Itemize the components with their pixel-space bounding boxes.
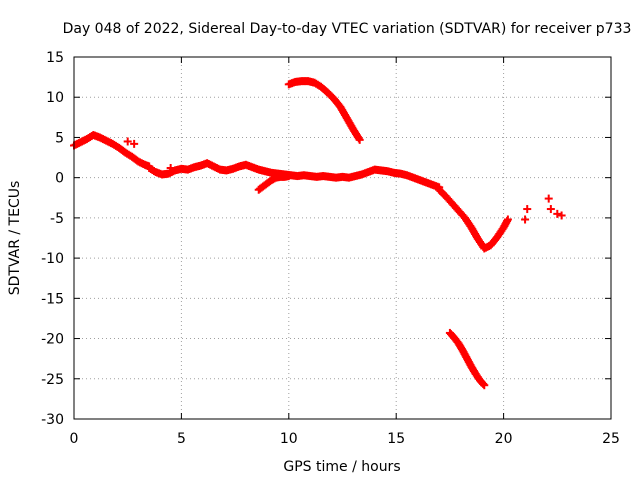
x-tick-label: 10 <box>280 431 298 447</box>
plot-frame <box>73 56 612 420</box>
y-tick-label: 10 <box>46 90 64 106</box>
y-tick-label: 0 <box>55 171 64 187</box>
data-point <box>557 211 566 220</box>
data-point <box>480 381 489 390</box>
data-point <box>355 135 364 144</box>
y-axis-label: SDTVAR / TECUs <box>7 181 23 296</box>
y-tick-label: -5 <box>50 211 64 227</box>
y-tick-label: -30 <box>41 412 64 428</box>
data-point <box>546 205 555 214</box>
x-tick-label: 15 <box>387 431 405 447</box>
y-tick-label: 5 <box>55 130 64 146</box>
data-point <box>544 194 553 203</box>
x-axis-ticks: 0 5 10 15 20 25 <box>70 57 620 447</box>
data-points <box>70 77 566 390</box>
x-tick-label: 0 <box>70 431 79 447</box>
data-point <box>284 172 293 181</box>
x-tick-label: 25 <box>602 431 620 447</box>
data-point <box>166 164 175 173</box>
y-axis-ticks: 15 10 5 0 -5 -10 -15 -20 -25 -30 <box>41 50 611 428</box>
y-tick-label: -15 <box>41 291 64 307</box>
x-tick-label: 20 <box>495 431 513 447</box>
y-tick-label: -20 <box>41 332 64 348</box>
data-point <box>523 205 532 214</box>
y-tick-label: -25 <box>41 372 64 388</box>
data-point <box>521 215 530 224</box>
data-point <box>130 139 139 148</box>
data-point-interp <box>479 380 488 389</box>
data-point <box>503 215 512 224</box>
data-point <box>553 209 562 218</box>
y-tick-label: 15 <box>46 50 64 66</box>
data-point <box>123 137 132 146</box>
x-axis-label: GPS time / hours <box>283 459 400 475</box>
x-tick-label: 5 <box>177 431 186 447</box>
y-tick-label: -10 <box>41 251 64 267</box>
chart-title: Day 048 of 2022, Sidereal Day-to-day VTE… <box>63 21 632 37</box>
